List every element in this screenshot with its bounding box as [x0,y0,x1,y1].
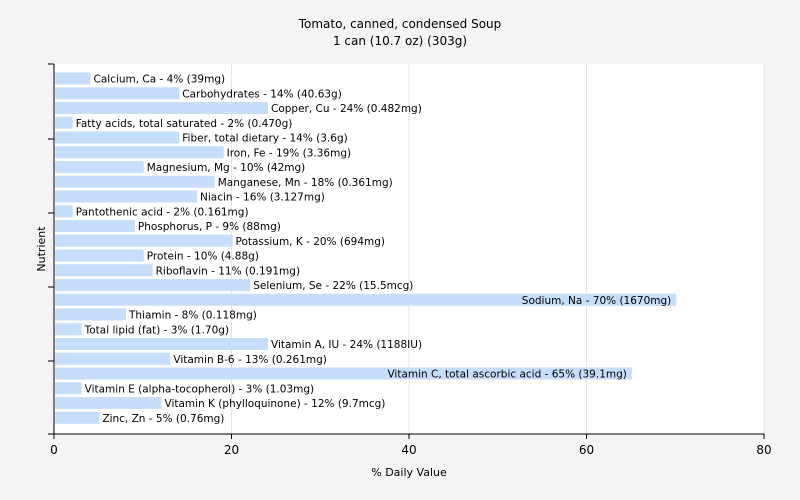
bars: Calcium, Ca - 4% (39mg) Carbohydrates - 1… [55,72,677,425]
bar-label: Protein - 10% (4.88g) [147,251,259,263]
bar [55,72,91,85]
bar-label: Carbohydrates - 14% (40.63g) [182,88,342,100]
bar-label: Vitamin C, total ascorbic acid - 65% (39… [387,369,626,381]
bar [55,102,268,114]
bar-label: Manganese, Mn - 18% (0.361mg) [218,177,393,189]
bar-label: Fiber, total dietary - 14% (3.6g) [182,133,347,145]
bar [55,234,233,247]
chart-subtitle: 1 can (10.7 oz) (303g) [333,34,467,48]
bar [55,220,135,232]
bar [55,190,197,203]
bar [55,382,82,395]
bar-label: Iron, Fe - 19% (3.36mg) [227,147,351,159]
bar-label: Calcium, Ca - 4% (39mg) [94,74,226,86]
bar [55,293,677,306]
bar-label: Magnesium, Mg - 10% (42mg) [147,162,306,174]
x-tick-label: 60 [579,443,594,457]
bar [55,116,73,129]
bar-label: Selenium, Se - 22% (15.5mcg) [253,280,413,292]
x-ticks: 0 20 40 60 80 [50,434,772,457]
bar-label: Phosphorus, P - 9% (88mg) [138,221,281,233]
x-tick-label: 40 [401,443,416,457]
bar [55,338,268,350]
bar-label: Niacin - 16% (3.127mg) [200,192,325,204]
bar [55,397,162,409]
bar [55,175,215,188]
x-tick-label: 0 [50,443,58,457]
bar-label: Zinc, Zn - 5% (0.76mg) [102,413,224,425]
y-ticks [48,63,54,435]
bar [55,323,82,336]
bar [55,279,251,291]
bar-label: Vitamin A, IU - 24% (1188IU) [271,339,422,351]
bar-label: Riboflavin - 11% (0.191mg) [156,265,300,277]
bar-label: Sodium, Na - 70% (1670mg) [522,295,671,307]
bar-label: Fatty acids, total saturated - 2% (0.470… [76,118,293,130]
bar-label: Potassium, K - 20% (694mg) [236,236,386,248]
bar [55,205,73,218]
bar [55,352,171,365]
x-tick-label: 80 [756,443,771,457]
bar-label: Total lipid (fat) - 3% (1.70g) [84,324,229,336]
bar [55,264,153,277]
bar-label: Pantothenic acid - 2% (0.161mg) [76,206,249,218]
bar [55,249,144,262]
bar [55,131,180,144]
bar [55,308,126,321]
x-axis-title: % Daily Value [371,466,447,479]
bar [55,87,180,100]
bar-label: Vitamin E (alpha-tocopherol) - 3% (1.03m… [85,383,315,395]
chart-title: Tomato, canned, condensed Soup [298,17,502,31]
bar-label: Vitamin B-6 - 13% (0.261mg) [173,354,327,366]
bar [55,411,100,424]
bar [55,161,144,173]
bar [55,146,224,159]
bar [55,367,632,380]
bar-label: Vitamin K (phylloquinone) - 12% (9.7mcg) [165,398,386,410]
bar-label: Copper, Cu - 24% (0.482mg) [271,103,422,115]
y-axis-title: Nutrient [35,226,48,272]
bar-label: Thiamin - 8% (0.118mg) [128,310,257,322]
x-tick-label: 20 [224,443,239,457]
